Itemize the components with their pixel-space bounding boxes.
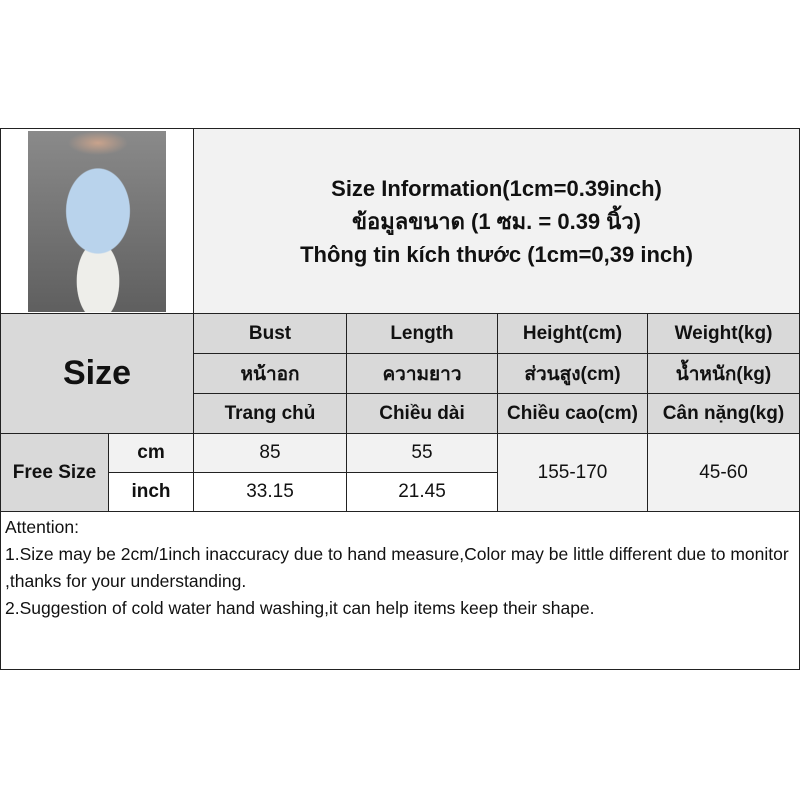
col-length-th: ความยาว <box>346 353 498 394</box>
col-height-en: Height(cm) <box>497 313 648 354</box>
attention-notes: Attention: 1.Size may be 2cm/1inch inacc… <box>0 511 800 670</box>
length-cm: 55 <box>346 433 498 473</box>
weight-range: 45-60 <box>647 433 800 512</box>
col-weight-en: Weight(kg) <box>647 313 800 354</box>
product-photo <box>28 131 166 312</box>
col-length-vi: Chiều dài <box>346 393 498 434</box>
size-name: Free Size <box>0 433 109 512</box>
col-weight-th: น้ำหนัก(kg) <box>647 353 800 394</box>
unit-cm: cm <box>108 433 194 473</box>
bust-cm: 85 <box>193 433 347 473</box>
title-cell: Size Information(1cm=0.39inch) ข้อมูลขนา… <box>193 128 800 314</box>
height-range: 155-170 <box>497 433 648 512</box>
attention-item: 1.Size may be 2cm/1inch inaccuracy due t… <box>5 544 794 591</box>
col-height-th: ส่วนสูง(cm) <box>497 353 648 394</box>
title-en: Size Information(1cm=0.39inch) <box>331 175 662 201</box>
attention-heading: Attention: <box>5 517 79 537</box>
col-weight-vi: Cân nặng(kg) <box>647 393 800 434</box>
col-length-en: Length <box>346 313 498 354</box>
attention-item: 2.Suggestion of cold water hand washing,… <box>5 598 595 618</box>
unit-inch: inch <box>108 472 194 512</box>
col-bust-vi: Trang chủ <box>193 393 347 434</box>
col-bust-th: หน้าอก <box>193 353 347 394</box>
col-height-vi: Chiều cao(cm) <box>497 393 648 434</box>
bust-inch: 33.15 <box>193 472 347 512</box>
length-inch: 21.45 <box>346 472 498 512</box>
title-th: ข้อมูลขนาด (1 ซม. = 0.39 นิ้ว) <box>351 208 641 234</box>
col-bust-en: Bust <box>193 313 347 354</box>
size-header: Size <box>0 313 194 434</box>
title-vi: Thông tin kích thước (1cm=0,39 inch) <box>300 241 693 267</box>
